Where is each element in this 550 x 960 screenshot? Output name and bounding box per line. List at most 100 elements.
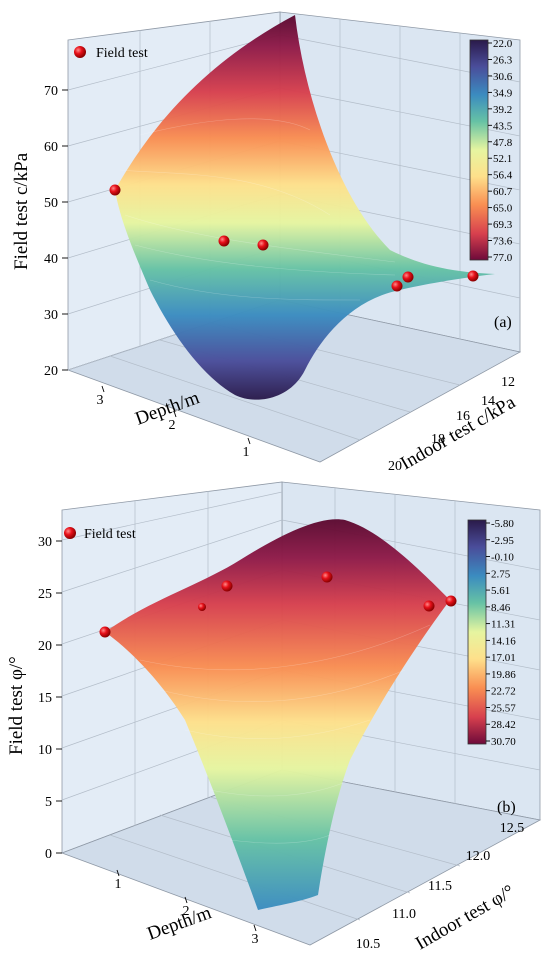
y-tick-label: 12.5 — [500, 821, 525, 836]
y-ticks-b: 10.5 11.0 11.5 12.0 12.5 — [356, 821, 525, 952]
y-tick-label: 14 — [481, 394, 495, 409]
data-point — [198, 603, 206, 611]
colorbar-tick-label: 65.0 — [493, 203, 513, 215]
surface-b — [105, 519, 450, 910]
z-ticks-a: 20 30 40 50 60 70 — [44, 84, 68, 379]
data-point — [467, 270, 479, 282]
x-tick-label: 3 — [252, 932, 259, 947]
z-tick-label: 50 — [44, 196, 58, 211]
legend-label-b: Field test — [84, 527, 136, 542]
data-point — [391, 280, 403, 292]
colorbar-tick-label: 30.70 — [491, 736, 516, 748]
x-tick-mark — [173, 410, 177, 418]
z-axis-title-b: Field test φ/° — [6, 656, 27, 755]
colorbar-tick-label: 28.42 — [491, 719, 516, 731]
panel-a: 20 30 40 50 60 70 3 2 1 12 14 16 18 20 Field test c… — [11, 11, 522, 474]
x-tick-mark — [253, 924, 257, 932]
colorbar-tick-label: 30.6 — [493, 71, 513, 83]
data-point — [321, 571, 333, 583]
x-tick-label: 2 — [169, 418, 176, 433]
y-tick-label: 20 — [388, 459, 402, 474]
z-tick-label: 25 — [38, 587, 52, 602]
colorbar-tick-label: 56.4 — [493, 170, 513, 182]
colorbar-tick-label: 73.6 — [493, 236, 513, 248]
x-tick-mark — [101, 385, 105, 393]
colorbar-tick-label: 2.75 — [491, 568, 511, 580]
x-axis-title-b: Depth/m — [145, 902, 215, 945]
data-point — [257, 239, 269, 251]
y-tick-label: 18 — [431, 432, 445, 447]
y-tick-label: 11.5 — [428, 879, 452, 894]
z-axis-title-a: Field test c/kPa — [11, 152, 32, 270]
colorbar-tick-label: 22.72 — [491, 686, 516, 698]
colorbar-tick-label: 47.8 — [493, 137, 513, 149]
y-tick-label: 16 — [456, 409, 470, 424]
z-ticks-b: 0 5 10 15 20 25 30 — [38, 535, 62, 862]
colorbar-tick-label: 60.7 — [493, 186, 513, 198]
x-tick-mark — [247, 437, 251, 445]
surface-a — [115, 15, 495, 400]
data-point — [218, 235, 230, 247]
y-tick-label: 12.0 — [466, 849, 491, 864]
y-tick-label: 10.5 — [356, 937, 381, 952]
colorbar-ticks-a: 22.0 26.3 30.6 34.9 39.2 43.5 47.8 52.1 56.4 60.7… — [488, 38, 513, 264]
z-tick-label: 30 — [38, 535, 52, 550]
colorbar-tick-label: 52.1 — [493, 153, 512, 165]
z-tick-label: 70 — [44, 84, 58, 99]
colorbar-tick-label: 8.46 — [491, 602, 511, 614]
colorbar-tick-label: -2.95 — [491, 535, 514, 547]
z-tick-label: 60 — [44, 140, 58, 155]
y-tick-label: 11.0 — [392, 907, 416, 922]
colorbar-tick-label: 22.0 — [493, 38, 513, 50]
z-tick-label: 40 — [44, 252, 58, 267]
colorbar-tick-label: 69.3 — [493, 219, 513, 231]
panel-label-a: (a) — [494, 314, 512, 331]
data-point — [445, 595, 457, 607]
legend-marker-a — [74, 46, 86, 58]
z-tick-label: 20 — [44, 364, 58, 379]
data-point — [221, 580, 233, 592]
x-tick-label: 2 — [183, 904, 190, 919]
x-tick-mark — [184, 896, 188, 904]
surface-a-contours — [119, 118, 396, 301]
x-tick-label: 1 — [115, 877, 122, 892]
points-a — [109, 184, 479, 292]
colorbar-tick-label: 19.86 — [491, 669, 516, 681]
z-tick-label: 15 — [38, 691, 52, 706]
colorbar-tick-label: 34.9 — [493, 87, 513, 99]
panel-b: 0 5 10 15 20 25 30 1 2 3 10.5 11.0 11.5 12.0 12.5 Fi… — [6, 481, 542, 954]
surface-b-contours — [139, 624, 431, 844]
z-tick-label: 20 — [38, 639, 52, 654]
colorbar-tick-label: 39.2 — [493, 104, 512, 116]
colorbar-tick-label: 43.5 — [493, 120, 513, 132]
data-point — [109, 184, 121, 196]
data-point — [99, 626, 111, 638]
colorbar-tick-label: 17.01 — [491, 652, 516, 664]
colorbar-tick-label: 5.61 — [491, 585, 510, 597]
z-tick-label: 5 — [45, 795, 52, 810]
colorbar-tick-label: 11.31 — [491, 619, 515, 631]
y-tick-label: 12 — [501, 375, 515, 390]
colorbar-tick-label: 25.57 — [491, 702, 516, 714]
z-tick-label: 10 — [38, 743, 52, 758]
colorbar-tick-label: 14.16 — [491, 635, 516, 647]
colorbar-ticks-b: -5.80 -2.95 -0.10 2.75 5.61 8.46 11.31 14.16 17.… — [486, 518, 516, 748]
colorbar-tick-label: 77.0 — [493, 252, 513, 264]
colorbar-tick-label: -0.10 — [491, 552, 514, 564]
y-ticks-a: 12 14 16 18 20 — [388, 375, 515, 474]
data-point — [402, 271, 414, 283]
colorbar-a — [469, 39, 489, 261]
x-ticks-a: 3 2 1 — [97, 385, 251, 460]
z-tick-label: 0 — [45, 847, 52, 862]
z-tick-label: 30 — [44, 308, 58, 323]
colorbar-tick-label: 26.3 — [493, 54, 513, 66]
legend-label-a: Field test — [96, 46, 148, 61]
x-tick-label: 3 — [97, 393, 104, 408]
panel-label-b: (b) — [497, 799, 516, 816]
colorbar-tick-label: -5.80 — [491, 518, 514, 530]
x-tick-mark — [116, 869, 120, 877]
x-tick-label: 1 — [243, 445, 250, 460]
data-point — [423, 600, 435, 612]
legend-marker-b — [64, 527, 76, 539]
